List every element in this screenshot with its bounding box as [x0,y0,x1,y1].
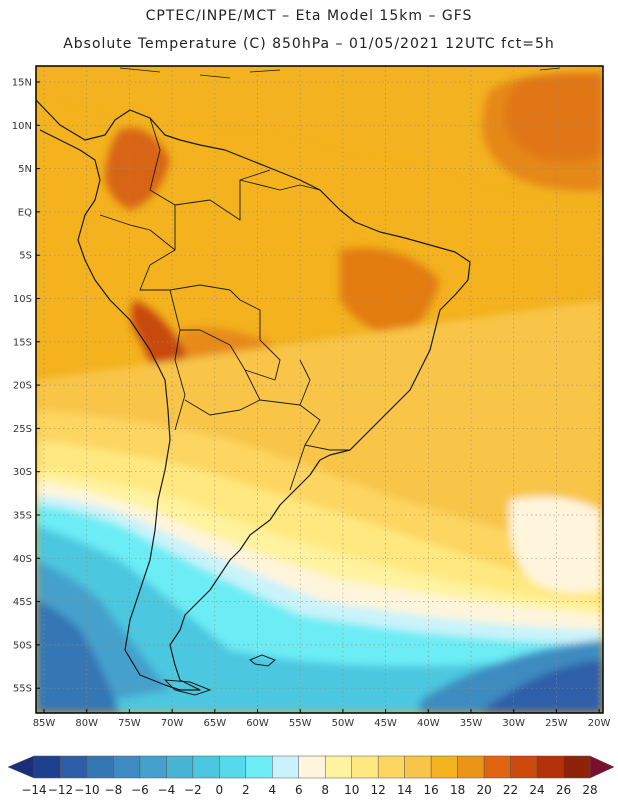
map-frame [35,65,604,714]
country-borders [99,117,350,491]
lat-label: 5N [18,164,32,175]
colorbar-label: 6 [295,783,303,797]
colorbar-swatch [351,755,379,779]
colorbar-swatch [60,755,88,779]
lon-label: 25W [545,718,568,729]
colorbar-swatch [192,755,220,779]
lat-lon-grid [36,66,603,713]
lat-label: 20S [13,381,32,392]
lon-label: 75W [118,718,141,729]
colorbar-label: 0 [216,783,224,797]
colorbar-swatch [510,755,538,779]
colorbar-label: 12 [371,783,386,797]
lon-label: 20W [588,718,611,729]
colorbar-label: −2 [184,783,202,797]
field-brazil-highlands [340,248,440,340]
colorbar-label: 20 [476,783,491,797]
lon-label: 40W [417,718,440,729]
colorbar-swatch [166,755,194,779]
colorbar-swatch [563,755,591,779]
map-subtitle: Absolute Temperature (C) 850hPa – 01/05/… [63,36,555,52]
lat-label: 55S [13,684,32,695]
field-patch-22-atlantic [482,71,603,192]
map-title: CPTEC/INPE/MCT – Eta Model 15km – GFS [145,8,473,24]
field-cream-blob [509,496,603,594]
colorbar-label: −8 [105,783,123,797]
lon-label: 35W [460,718,483,729]
field-cold-atl-deep [480,660,603,713]
tierra-del-fuego [163,679,212,696]
colorbar-swatch [404,755,432,779]
caribbean-islands [119,67,561,79]
colorbar-over-arrow [589,755,615,779]
colorbar: −14 −12 −10 −8 −6 −4 −2 0 2 4 6 8 10 12 14 16 18 20 22 24 26… [7,755,615,797]
lon-label: 45W [374,718,397,729]
lon-label: 30W [502,718,525,729]
colorbar-label: −14 [21,783,46,797]
colorbar-swatch [377,755,405,779]
colorbar-swatch [245,755,273,779]
colorbar-swatch [324,755,352,779]
lon-label: 50W [332,718,355,729]
colorbar-label: 8 [321,783,329,797]
lon-label: 85W [33,718,56,729]
colorbar-swatch [33,755,61,779]
colorbar-swatch [86,755,114,779]
lat-label: 10S [13,294,32,305]
lon-label: 60W [246,718,269,729]
lat-label: 15S [13,337,32,348]
colorbar-label: −4 [158,783,176,797]
colorbar-label: 14 [397,783,412,797]
lon-label: 80W [75,718,98,729]
colorbar-swatch [430,755,458,779]
colorbar-label: −6 [131,783,149,797]
lat-label: 5S [19,251,32,262]
lon-label: 70W [161,718,184,729]
colorbar-swatch [113,755,141,779]
field-band-18-north [36,66,603,200]
longitude-labels: 85W 80W 75W 70W 65W 60W 55W 50W 45W 40W 35W 30W 25W 2… [33,709,611,729]
lat-label: 40S [13,554,32,565]
field-andes-north [105,128,170,210]
lat-label: 30S [13,467,32,478]
colorbar-label: 28 [582,783,597,797]
colorbar-swatch [536,755,564,779]
colorbar-label: −10 [74,783,99,797]
colorbar-swatch [298,755,326,779]
lat-label: 35S [13,511,32,522]
colorbar-label: 26 [556,783,571,797]
colorbar-label: 24 [529,783,544,797]
colorbar-swatch [219,755,247,779]
colorbar-label: 16 [424,783,439,797]
latitude-labels: 15N 10N 5N EQ 5S 10S 15S 20S 25S 30S 35S 40S 45S 50S 5… [12,78,40,695]
colorbar-label: 10 [344,783,359,797]
falkland-islands [249,654,276,667]
lat-label: 10N [12,121,32,132]
colorbar-swatch [139,755,167,779]
lat-label: 25S [13,424,32,435]
field-cold-m8 [36,600,120,713]
colorbar-label: −12 [48,783,73,797]
colorbar-label: 2 [242,783,250,797]
colorbar-under-arrow [7,755,35,779]
colorbar-swatch [272,755,300,779]
colorbar-label: 4 [268,783,276,797]
colorbar-swatch [483,755,511,779]
lon-label: 55W [289,718,312,729]
colorbar-swatch [457,755,485,779]
colorbar-label: 18 [450,783,465,797]
lat-label: 45S [13,597,32,608]
colorbar-label: 22 [503,783,518,797]
lat-label: 15N [12,78,32,89]
lon-label: 65W [203,718,226,729]
south-america-coastline [36,99,471,691]
lat-label: EQ [18,207,32,218]
field-cold-0 [36,525,603,713]
lat-label: 50S [13,640,32,651]
